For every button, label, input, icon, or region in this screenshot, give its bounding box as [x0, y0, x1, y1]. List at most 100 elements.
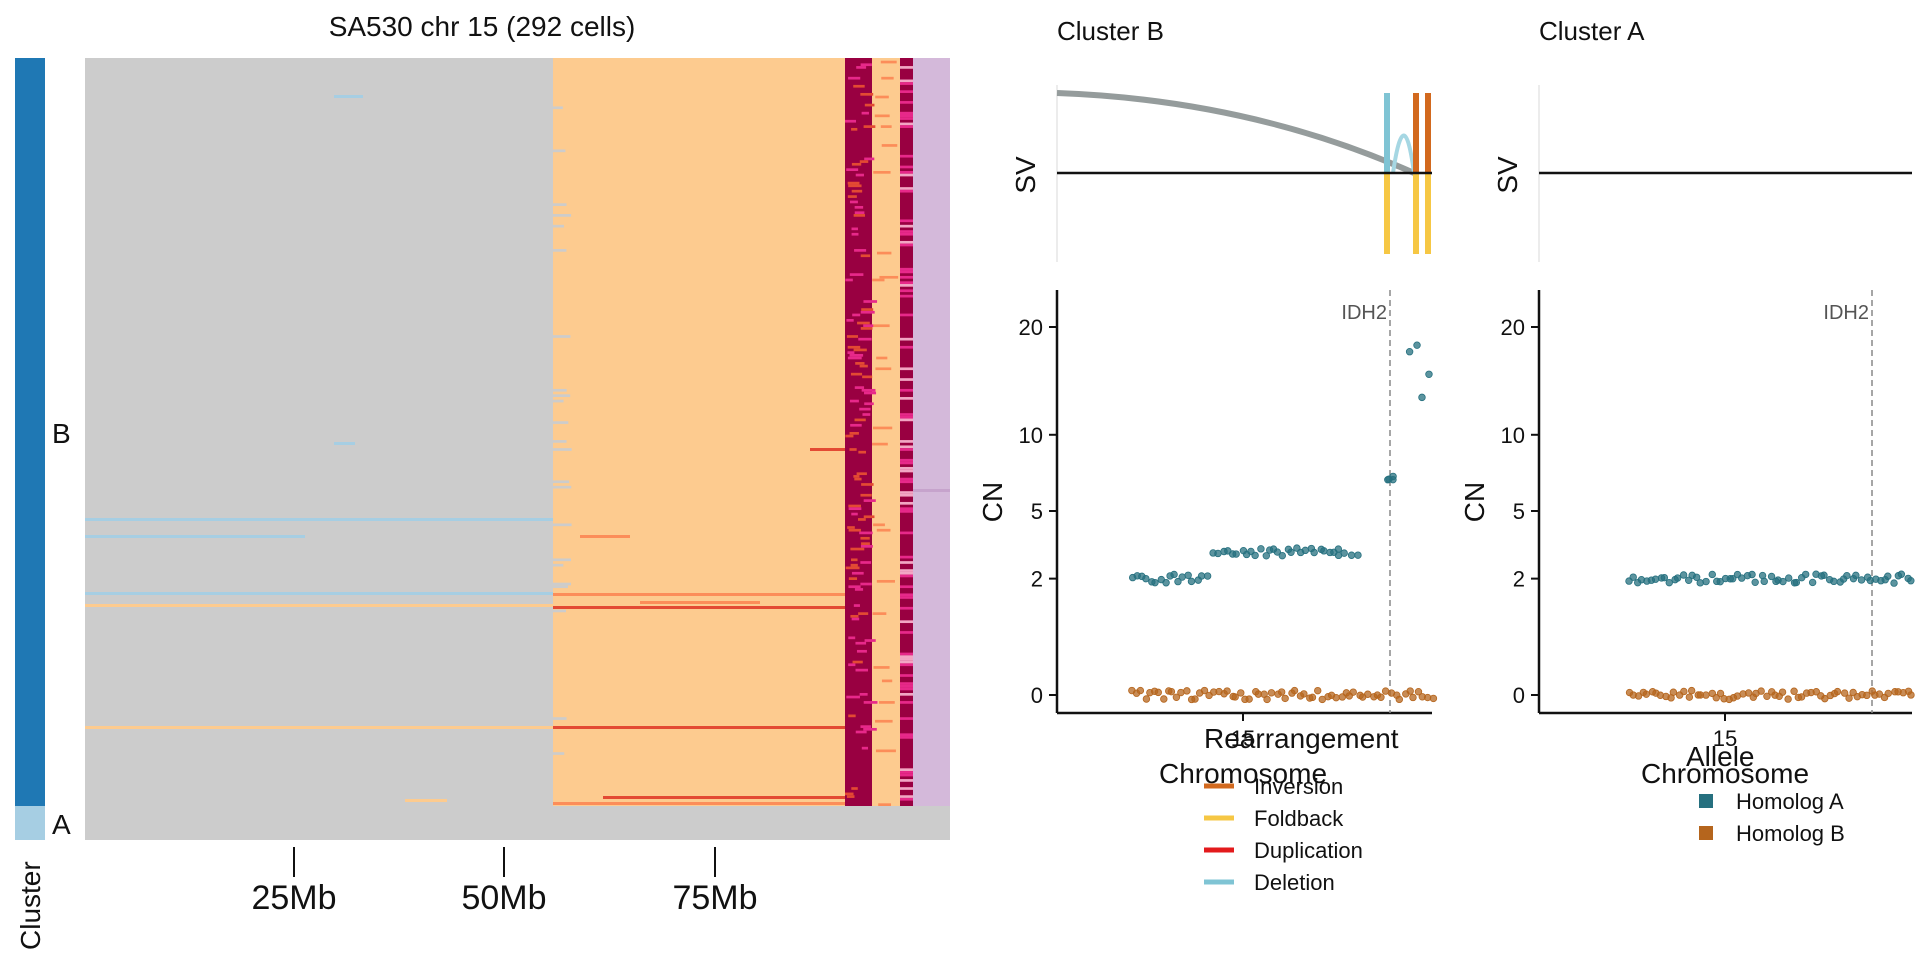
cn-point [1177, 688, 1185, 697]
heatmap-cell-streak [553, 421, 569, 424]
heatmap-cell-streak [848, 663, 856, 667]
heatmap-cell-streak [878, 701, 895, 704]
heatmap-cell-streak [864, 157, 875, 161]
heatmap-cell-streak [853, 604, 860, 607]
heatmap-cell-streak [876, 356, 888, 360]
heatmap-cell-streak [875, 367, 892, 371]
sv-deletion-loop-b [1391, 133, 1416, 174]
heatmap-cell-streak [855, 362, 865, 365]
heatmap-cell-streak [553, 440, 567, 443]
heatmap-cell-streak [855, 173, 864, 177]
cn-point [1729, 575, 1737, 583]
heatmap-cell-streak [861, 483, 874, 486]
heatmap-cell-streak [553, 388, 567, 392]
heatmap-cell-streak [900, 281, 913, 285]
cn-point [1178, 573, 1186, 581]
heatmap-cell-streak [900, 461, 913, 465]
heatmap-cell-streak [875, 95, 889, 99]
heatmap-cell-streak [860, 63, 872, 67]
heatmap-cell-streak [553, 335, 571, 338]
heatmap-cell-streak [849, 448, 857, 451]
heatmap-row-highlight [85, 535, 305, 538]
heatmap-cell-streak [900, 415, 913, 419]
idh2-label-a: IDH2 [1823, 302, 1869, 324]
cn-point [1660, 573, 1669, 582]
heatmap-cell-streak [553, 149, 566, 153]
heatmap-cell-streak [846, 795, 855, 798]
heatmap-cell-streak [860, 561, 872, 564]
heatmap-cell-streak [854, 211, 865, 215]
cn-point [1142, 695, 1151, 703]
heatmap-cell-streak [553, 399, 564, 403]
heatmap-cell-streak [553, 485, 572, 489]
heatmap-cell-streak [900, 289, 913, 293]
heatmap-row-highlight [913, 489, 950, 492]
heatmap-row-highlight [810, 448, 845, 451]
cn-point [1251, 551, 1259, 560]
cn-point [1830, 577, 1838, 586]
panel-cluster-a: Cluster A SV CN 0 2 5 10 20 IDH2 15 Chromoso… [1459, 16, 1915, 789]
cluster-label-a: A [52, 809, 71, 840]
cn-point [1263, 695, 1271, 704]
heatmap-cell-streak [553, 214, 572, 217]
heatmap-cell-streak [900, 90, 913, 93]
cn-point [1334, 545, 1343, 553]
heatmap-cell-streak [900, 569, 913, 572]
heatmap-cell-streak [862, 375, 873, 379]
heatmap-cell-streak [858, 450, 867, 454]
heatmap-cell-streak [848, 507, 862, 511]
heatmap-cell-streak [900, 114, 913, 118]
heatmap-cell-streak [852, 313, 861, 317]
heatmap-cell-streak [857, 321, 870, 325]
cn-point [1340, 549, 1348, 557]
heatmap-cell-streak [900, 684, 913, 688]
legend-label-deletion: Deletion [1254, 870, 1335, 895]
cn-point [1751, 578, 1759, 587]
cn-point [1377, 693, 1385, 701]
heatmap-cell-streak [900, 480, 913, 484]
cn-point [1301, 546, 1310, 555]
cluster-axis-label: Cluster [15, 861, 46, 950]
heatmap-cell-streak [900, 701, 913, 704]
sv-label-a: SV [1492, 156, 1523, 194]
heatmap-cell-streak [859, 407, 871, 411]
heatmap-cell-streak [863, 324, 874, 328]
heatmap-cell-streak [900, 797, 913, 801]
heatmap-x-axis: 25Mb 50Mb 75Mb [251, 847, 758, 917]
heatmap-cell-streak [873, 666, 890, 669]
cn-point [1160, 695, 1168, 703]
cn-point [1669, 688, 1678, 696]
heatmap-unknown-region [913, 58, 950, 806]
cn-point [1665, 578, 1673, 587]
cn-points-a [1625, 570, 1915, 704]
heatmap-cell-streak [900, 171, 913, 174]
cn-point [1673, 574, 1682, 582]
heatmap-cell-streak [873, 426, 893, 430]
heatmap-cell-streak [851, 162, 862, 166]
heatmap-cluster-a-region [85, 806, 950, 840]
heatmap-cell-streak [900, 267, 913, 271]
cn-point [1320, 547, 1328, 555]
cn-point [1702, 577, 1710, 586]
heatmap-cell-streak [900, 122, 913, 126]
heatmap-cell-streak [553, 249, 567, 252]
heatmap-cell-streak [845, 119, 857, 123]
heatmap-cell-streak [853, 84, 865, 88]
heatmap-cell-streak [900, 397, 913, 400]
legend-rearrangement: Rearrangement Inversion Foldback Duplicati… [1204, 723, 1399, 895]
heatmap-row-highlight [85, 604, 553, 607]
heatmap-cell-streak [856, 649, 867, 653]
heatmap-cell-streak [900, 717, 913, 720]
heatmap-cell-streak [872, 278, 885, 282]
heatmap-cell-streak [851, 512, 858, 516]
cn-point [1174, 577, 1182, 586]
heatmap-cell-streak [864, 103, 875, 107]
legend-rearrangement-items: Inversion Foldback Duplication Deletion [1204, 774, 1363, 895]
cn-point [1785, 574, 1793, 582]
heatmap-cell-streak [872, 612, 887, 615]
heatmap-cell-streak [900, 232, 913, 236]
heatmap-cell-streak [860, 254, 871, 258]
heatmap-cell-streak [863, 701, 878, 704]
cn-point [1821, 694, 1829, 703]
cn-point [1267, 689, 1276, 697]
